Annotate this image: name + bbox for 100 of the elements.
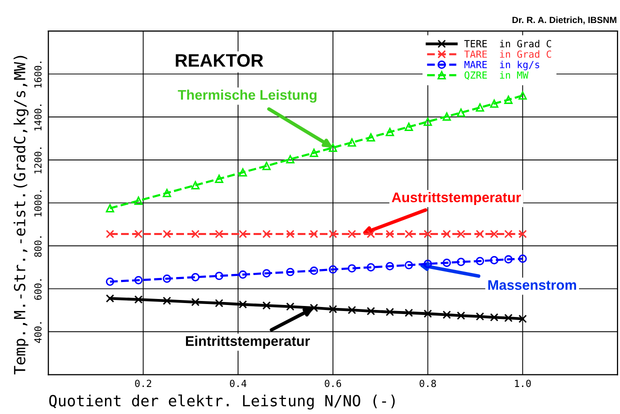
- point: [310, 148, 318, 157]
- point: [238, 300, 247, 309]
- point: [404, 260, 413, 270]
- point: [262, 230, 271, 238]
- point: [490, 313, 498, 322]
- point: [476, 256, 484, 266]
- legend-label: QZRE in MW: [464, 71, 528, 80]
- point: [191, 230, 200, 238]
- point: [162, 188, 172, 198]
- y-tick-label: 1200.: [34, 148, 42, 174]
- point: [348, 306, 356, 314]
- legend-label: MARE in kg/s: [464, 60, 540, 70]
- point: [328, 230, 338, 238]
- point: [456, 108, 466, 117]
- point: [106, 230, 114, 238]
- point: [286, 268, 294, 276]
- y-tick-label: 800.: [34, 236, 42, 257]
- point: [366, 263, 376, 272]
- point: [238, 168, 247, 177]
- point: [504, 96, 513, 104]
- point: [518, 314, 527, 323]
- y-tick-label: 400.: [34, 322, 42, 343]
- point: [386, 230, 394, 238]
- point: [424, 118, 432, 126]
- point: [348, 264, 356, 273]
- annotation: Thermische Leistung: [178, 90, 316, 103]
- point: [328, 305, 338, 314]
- point: [518, 91, 527, 100]
- point: [490, 256, 498, 264]
- point: [214, 298, 224, 308]
- point: [328, 265, 338, 274]
- y-tick-label: 1000.: [34, 190, 42, 216]
- point: [386, 128, 394, 136]
- point: [442, 112, 451, 121]
- point: [191, 298, 200, 306]
- point: [404, 122, 413, 131]
- point: [366, 230, 376, 238]
- point: [442, 230, 451, 238]
- point: [191, 181, 200, 190]
- x-tick-label: 1.0: [515, 380, 531, 388]
- point: [134, 230, 143, 238]
- point: [456, 230, 466, 238]
- point: [476, 312, 484, 321]
- point: [348, 230, 356, 238]
- point: [504, 230, 513, 238]
- point: [162, 274, 172, 283]
- point: [106, 204, 114, 212]
- point: [386, 308, 394, 316]
- point: [476, 230, 484, 238]
- point: [348, 138, 356, 147]
- point: [366, 133, 376, 142]
- point: [476, 103, 484, 112]
- point: [262, 301, 271, 310]
- point: [214, 230, 224, 238]
- point: [162, 296, 172, 305]
- point: [518, 230, 527, 238]
- legend-label: TERE in Grad C: [464, 40, 552, 48]
- point: [262, 162, 271, 170]
- legend-label: TARE in Grad C: [464, 50, 552, 58]
- point: [490, 230, 498, 238]
- point: [214, 272, 224, 280]
- point: [442, 258, 451, 267]
- point: [310, 230, 318, 238]
- point: [134, 196, 143, 205]
- x-tick-label: 0.6: [324, 380, 342, 388]
- annotation: Eintrittstemperatur: [186, 336, 310, 349]
- point: [490, 99, 498, 108]
- y-axis-title: Temp.,M.-Str.,-eist.(GradC,kg/s,MW): [14, 56, 28, 374]
- point: [424, 230, 432, 238]
- point: [442, 310, 451, 319]
- point: [134, 295, 143, 304]
- point: [162, 230, 172, 238]
- y-tick-label: 1600.: [34, 62, 42, 88]
- point: [424, 310, 432, 318]
- text: REAKTOR: [176, 54, 264, 67]
- y-tick-label: 600.: [34, 279, 42, 300]
- point: [404, 308, 413, 317]
- point: [286, 302, 294, 311]
- x-tick-label: 0.8: [420, 380, 436, 388]
- point: [134, 276, 143, 284]
- point: [310, 266, 318, 275]
- point: [504, 314, 513, 322]
- point: [504, 255, 513, 264]
- point: [424, 260, 432, 268]
- x-tick-label: 0.2: [135, 380, 152, 388]
- point: [404, 230, 413, 238]
- point: [286, 155, 294, 164]
- x-axis-title: Quotient der elektr. Leistung N/NO (-): [49, 394, 395, 410]
- point: [456, 311, 466, 320]
- point: [191, 273, 200, 282]
- point: [238, 230, 247, 238]
- point: [262, 269, 271, 278]
- point: [386, 262, 394, 270]
- point: [214, 174, 224, 183]
- point: [456, 258, 466, 266]
- annotation: Austrittstemperatur: [392, 192, 521, 206]
- point: [328, 144, 338, 152]
- point: [518, 254, 527, 263]
- point: [106, 294, 114, 303]
- y-tick-label: 1400.: [34, 104, 42, 130]
